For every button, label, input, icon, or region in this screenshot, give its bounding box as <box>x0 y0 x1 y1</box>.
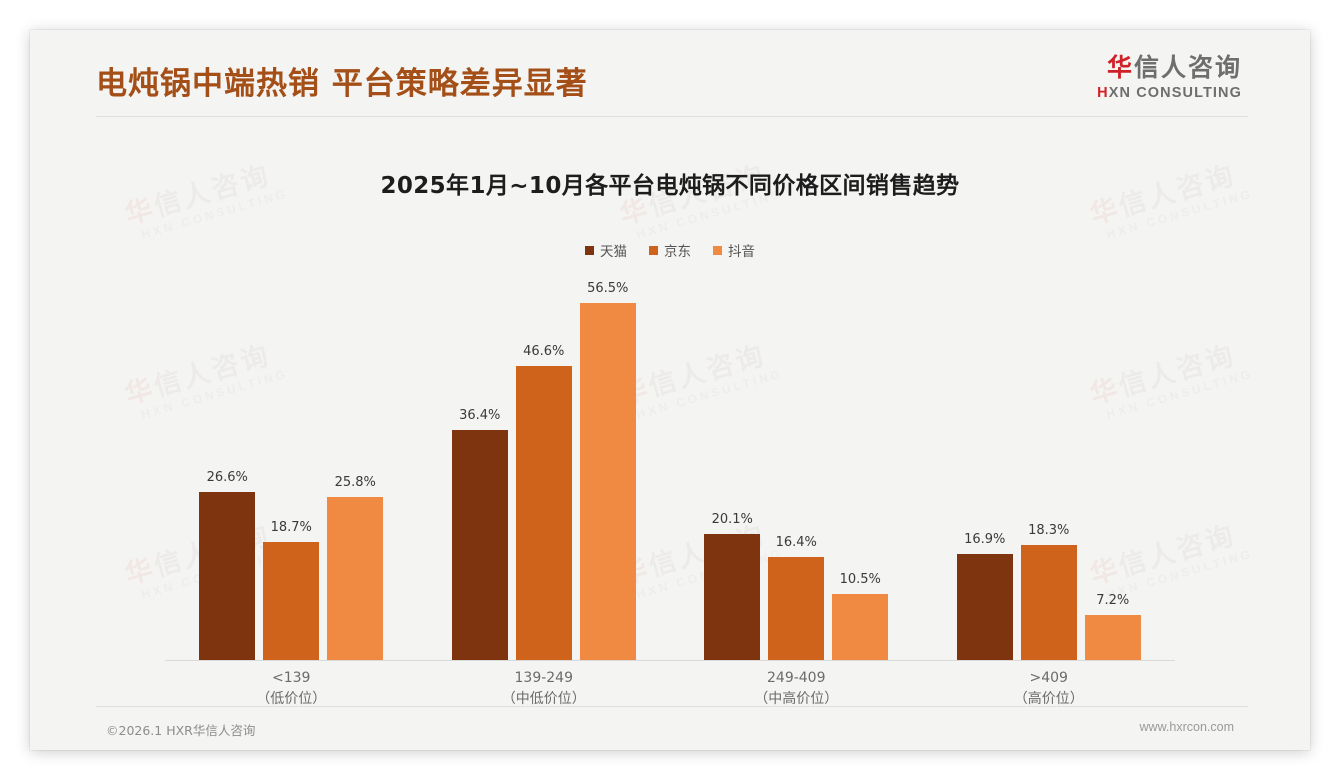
bar-value-label: 46.6% <box>523 344 565 359</box>
x-axis-label-range: >409 <box>1029 670 1068 686</box>
logo-english-text: HXN CONSULTING <box>1097 85 1242 101</box>
x-axis-line <box>165 660 1175 661</box>
bar-slot: 36.4% <box>451 268 508 661</box>
chart-container: 2025年1月~10月各平台电炖锅不同价格区间销售趋势 天猫 京东 抖音 26.6%… <box>30 128 1310 707</box>
bar-京东-249-409[interactable] <box>768 557 825 661</box>
legend-item-京东[interactable]: 京东 <box>649 240 691 260</box>
bar-slot: 46.6% <box>515 268 572 661</box>
bar-groups: 26.6% 18.7% 25.8% 36.4% 46.6% 56.5% 20.1% 16.4%… <box>165 268 1175 661</box>
bar-京东->409[interactable] <box>1020 545 1077 661</box>
bar-slot: 16.9% <box>956 268 1013 661</box>
bar-slot: 10.5% <box>832 268 889 661</box>
brand-logo: 华信人咨询 HXN CONSULTING <box>1097 54 1242 101</box>
page-title: 电炖锅中端热销 平台策略差异显著 <box>96 66 588 102</box>
logo-chinese-text: 华信人咨询 <box>1097 54 1242 82</box>
bar-group-139-249: 36.4% 46.6% 56.5% <box>418 268 671 661</box>
x-axis-label-tier: （低价位） <box>256 691 327 707</box>
chart-legend: 天猫 京东 抖音 <box>30 240 1310 260</box>
bar-value-label: 16.9% <box>964 532 1006 547</box>
bar-抖音->409[interactable] <box>1084 615 1141 661</box>
bar-value-label: 25.8% <box>334 475 376 490</box>
x-axis-label-range: 139-249 <box>514 670 574 686</box>
legend-item-天猫[interactable]: 天猫 <box>585 240 627 260</box>
legend-label: 京东 <box>664 244 691 260</box>
x-axis-label-139-249: 139-249 （中低价位） <box>418 668 671 710</box>
bar-天猫->409[interactable] <box>956 554 1013 661</box>
bar-group->409: 16.9% 18.3% 7.2% <box>923 268 1176 661</box>
footer-divider <box>96 706 1248 707</box>
legend-item-抖音[interactable]: 抖音 <box>713 240 755 260</box>
legend-label: 抖音 <box>728 244 755 260</box>
copyright-text: ©2026.1 HXR华信人咨询 <box>106 723 256 738</box>
bar-value-label: 36.4% <box>459 408 501 423</box>
bar-value-label: 20.1% <box>711 512 753 527</box>
x-axis-label->409: >409 （高价位） <box>923 668 1176 710</box>
bar-slot: 16.4% <box>768 268 825 661</box>
bar-slot: 25.8% <box>327 268 384 661</box>
logo-english-rest: XN CONSULTING <box>1108 84 1242 101</box>
logo-chinese-accent: 华 <box>1106 53 1134 82</box>
bar-value-label: 7.2% <box>1096 593 1130 608</box>
bar-value-label: 18.7% <box>270 520 312 535</box>
x-axis-category-labels: <139 （低价位） 139-249 （中低价位） 249-409 （中高价位） >409 （… <box>165 668 1175 710</box>
bar-group-249-409: 20.1% 16.4% 10.5% <box>670 268 923 661</box>
bar-天猫-<139[interactable] <box>199 492 256 661</box>
chart-plot-area: 26.6% 18.7% 25.8% 36.4% 46.6% 56.5% 20.1% 16.4%… <box>165 268 1175 661</box>
bar-抖音-<139[interactable] <box>327 497 384 661</box>
logo-chinese-rest: 信人咨询 <box>1133 53 1242 82</box>
legend-swatch-icon <box>585 245 594 255</box>
x-axis-label-tier: （中高价位） <box>754 691 839 707</box>
bar-天猫-249-409[interactable] <box>704 534 761 661</box>
x-axis-label-249-409: 249-409 （中高价位） <box>670 668 923 710</box>
chart-title: 2025年1月~10月各平台电炖锅不同价格区间销售趋势 <box>380 173 960 199</box>
bar-slot: 56.5% <box>579 268 636 661</box>
bar-京东-139-249[interactable] <box>515 366 572 661</box>
bar-value-label: 18.3% <box>1028 523 1070 538</box>
bar-group-<139: 26.6% 18.7% 25.8% <box>165 268 418 661</box>
bar-value-label: 26.6% <box>206 470 248 485</box>
bar-slot: 20.1% <box>704 268 761 661</box>
x-axis-label-<139: <139 （低价位） <box>165 668 418 710</box>
legend-label: 天猫 <box>600 244 627 260</box>
bar-slot: 7.2% <box>1084 268 1141 661</box>
bar-抖音-249-409[interactable] <box>832 594 889 661</box>
bar-value-label: 56.5% <box>587 281 629 296</box>
bar-slot: 26.6% <box>199 268 256 661</box>
website-url[interactable]: www.hxrcon.com <box>1139 720 1234 734</box>
slide-card: 华信人咨询 HXN CONSULTING 华信人咨询 HXN CONSULTING 华信… <box>30 30 1310 750</box>
bar-value-label: 10.5% <box>839 572 881 587</box>
x-axis-label-range: 249-409 <box>767 670 826 686</box>
x-axis-label-tier: （中低价位） <box>501 691 586 707</box>
x-axis-label-tier: （高价位） <box>1013 691 1084 707</box>
bar-slot: 18.7% <box>263 268 320 661</box>
bar-京东-<139[interactable] <box>263 542 320 661</box>
logo-english-accent: H <box>1097 84 1109 101</box>
legend-swatch-icon <box>649 245 658 255</box>
slide-footer: ©2026.1 HXR华信人咨询 www.hxrcon.com <box>30 706 1310 750</box>
bar-抖音-139-249[interactable] <box>579 303 636 661</box>
legend-swatch-icon <box>713 245 722 255</box>
bar-天猫-139-249[interactable] <box>451 430 508 661</box>
bar-slot: 18.3% <box>1020 268 1077 661</box>
slide-header: 电炖锅中端热销 平台策略差异显著 华信人咨询 HXN CONSULTING <box>30 30 1310 128</box>
bar-value-label: 16.4% <box>775 535 817 550</box>
x-axis-label-range: <139 <box>272 670 311 686</box>
header-divider <box>96 116 1248 117</box>
